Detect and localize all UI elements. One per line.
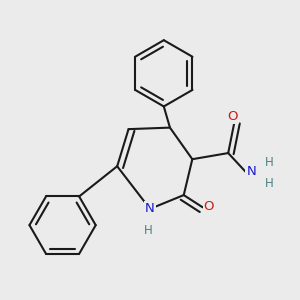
- Text: N: N: [246, 165, 256, 178]
- Text: H: H: [265, 177, 274, 190]
- Text: O: O: [228, 110, 238, 123]
- Text: H: H: [144, 224, 153, 238]
- Text: H: H: [265, 156, 274, 170]
- Text: O: O: [204, 200, 214, 213]
- Text: N: N: [145, 202, 155, 215]
